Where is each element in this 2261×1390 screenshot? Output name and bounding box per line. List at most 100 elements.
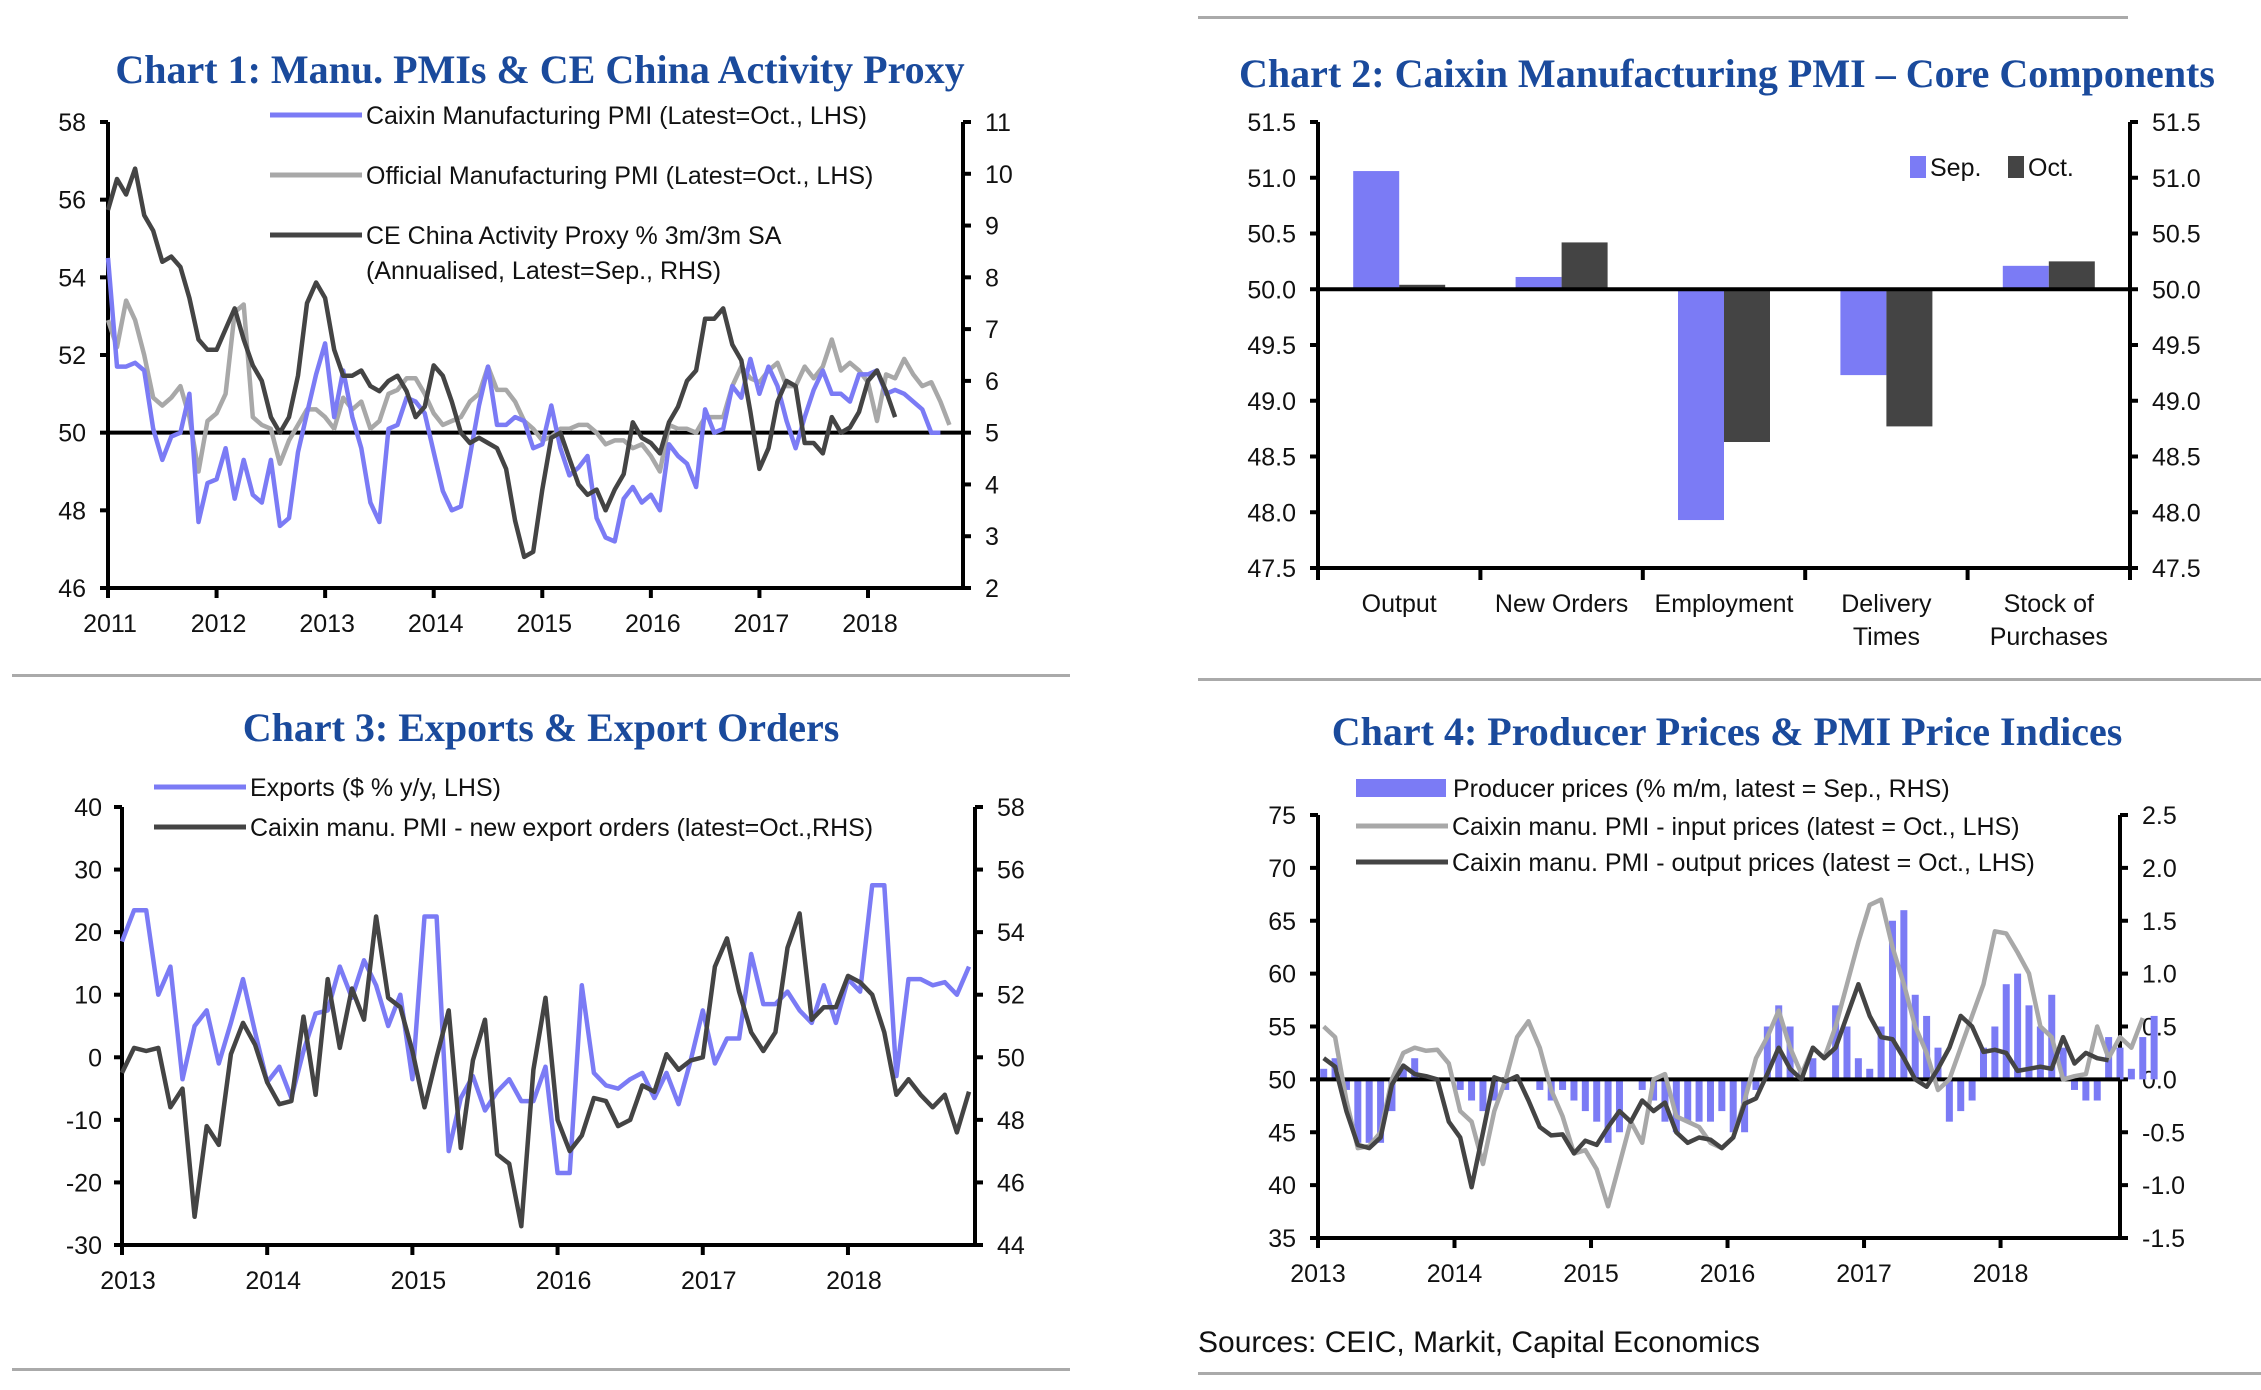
chart4-bar-producer-prices <box>2036 1026 2044 1080</box>
chart1-left-tick-label: 54 <box>58 264 86 292</box>
chart2-left-tick-label: 49.0 <box>1247 388 1296 416</box>
chart2-left-tick-label: 51.0 <box>1247 165 1296 193</box>
chart3-x-tick-label: 2014 <box>245 1267 301 1295</box>
chart2-legend-oct-swatch <box>2008 156 2024 178</box>
chart4-left-tick-label: 35 <box>1268 1225 1296 1253</box>
chart3-left-tick-label: 20 <box>74 919 102 947</box>
chart4-x-tick-label: 2017 <box>1836 1260 1892 1288</box>
chart4-bar-producer-prices <box>1934 1047 1942 1080</box>
chart3-right-tick-label: 56 <box>997 857 1025 885</box>
chart3-legend-exports-label: Exports ($ % y/y, LHS) <box>250 774 501 802</box>
chart2-right-tick-label: 50.5 <box>2152 221 2201 249</box>
chart2-right-tick-label: 51.0 <box>2152 165 2201 193</box>
chart4-x-tick-label: 2016 <box>1700 1260 1756 1288</box>
chart4-legend-input-prices-label: Caixin manu. PMI - input prices (latest … <box>1452 813 2020 841</box>
chart2-category-label: Employment <box>1655 590 1794 618</box>
chart4-left-tick-label: 65 <box>1268 908 1296 936</box>
chart4-bar-producer-prices <box>1706 1079 1714 1122</box>
chart3-left-tick-label: 40 <box>74 794 102 822</box>
chart4-left-tick-label: 40 <box>1268 1172 1296 1200</box>
chart4-bar-producer-prices <box>1729 1079 1737 1133</box>
chart4-right-tick-label: 0.5 <box>2142 1014 2177 1042</box>
chart2-category-label: Output <box>1362 590 1437 618</box>
chart2-right-tick-label: 50.0 <box>2152 276 2201 304</box>
chart2-bar-sep-stock-of-purchases <box>2002 265 2049 290</box>
chart2-title: Chart 2: Caixin Manufacturing PMI – Core… <box>1239 51 2215 96</box>
chart2-category-label: New Orders <box>1495 590 1628 618</box>
chart4-bar-producer-prices <box>1411 1058 1419 1080</box>
chart1-x-tick-label: 2013 <box>299 610 355 638</box>
chart4-bar-producer-prices <box>1593 1079 1601 1122</box>
chart4-bar-producer-prices <box>1559 1079 1567 1090</box>
chart1-x-tick-label: 2011 <box>83 610 137 638</box>
chart1-legend-official-label: Official Manufacturing PMI (Latest=Oct.,… <box>366 162 873 190</box>
chart4-right-tick-label: 0.0 <box>2142 1066 2177 1094</box>
chart4-right-tick-label: -0.5 <box>2142 1119 2185 1147</box>
chart1-left-tick-label: 48 <box>58 497 86 525</box>
chart1-left-tick-label: 58 <box>58 109 86 137</box>
chart4-bar-producer-prices <box>1979 1047 1987 1080</box>
chart4-legend-output-prices-label: Caixin manu. PMI - output prices (latest… <box>1452 849 2035 877</box>
chart2-right-tick-label: 47.5 <box>2152 555 2201 583</box>
chart3-left-tick-label: 30 <box>74 857 102 885</box>
chart4-bar-producer-prices <box>1763 1026 1771 1080</box>
separator-mid-left <box>12 674 1070 677</box>
chart1-series-caixin-pmi <box>105 257 941 544</box>
chart1-x-tick-label: 2017 <box>734 610 790 638</box>
chart2-bar-sep-employment <box>1678 289 1724 521</box>
chart2-bar-sep-new-orders <box>1515 276 1562 290</box>
chart4-right-tick-label: 1.0 <box>2142 961 2177 989</box>
chart2-left-tick-label: 49.5 <box>1247 332 1296 360</box>
chart2-right-tick-label: 48.0 <box>2152 499 2201 527</box>
chart3-series-exports <box>119 882 972 1176</box>
chart4-bar-producer-prices <box>1877 1026 1885 1080</box>
chart2-left-tick-label: 51.5 <box>1247 109 1296 137</box>
chart4-bar-producer-prices <box>2014 973 2022 1080</box>
chart3-right-tick-label: 58 <box>997 794 1025 822</box>
chart4-bar-producer-prices <box>1615 1079 1623 1133</box>
separator-mid-right <box>1198 678 2261 681</box>
chart3-title: Chart 3: Exports & Export Orders <box>242 705 840 750</box>
chart4-bar-producer-prices <box>1718 1079 1726 1112</box>
chart4-bar-producer-prices <box>1581 1079 1589 1112</box>
chart4-right-tick-label: 2.0 <box>2142 855 2177 883</box>
chart1-x-tick-label: 2012 <box>191 610 247 638</box>
chart4-bar-producer-prices <box>1377 1079 1385 1143</box>
chart4-bar-producer-prices <box>1365 1079 1373 1143</box>
chart1-right-tick-label: 10 <box>985 161 1013 189</box>
chart4-x-tick-label: 2013 <box>1290 1260 1346 1288</box>
chart1-left-tick-label: 52 <box>58 342 86 370</box>
chart1-title: Chart 1: Manu. PMIs & CE China Activity … <box>115 47 965 92</box>
chart4-bar-producer-prices <box>1672 1079 1680 1133</box>
separator-top-right <box>1198 16 2128 19</box>
chart3-series-new-export-orders <box>119 911 972 1229</box>
chart4-bar-producer-prices <box>2002 984 2010 1080</box>
chart4-bar-producer-prices <box>1911 994 1919 1080</box>
chart4-bar-producer-prices <box>1468 1079 1476 1101</box>
chart1-right-tick-label: 7 <box>985 316 999 344</box>
chart4-bar-producer-prices <box>1490 1079 1498 1101</box>
chart4-title: Chart 4: Producer Prices & PMI Price Ind… <box>1331 709 2123 754</box>
chart4-bar-producer-prices <box>1957 1079 1965 1112</box>
chart1-x-tick-label: 2018 <box>842 610 898 638</box>
chart4-bar-producer-prices <box>1888 920 1896 1080</box>
chart1-right-tick-label: 2 <box>985 575 999 603</box>
chart1-right-tick-label: 11 <box>985 109 1011 137</box>
chart4-bar-producer-prices <box>1945 1079 1953 1122</box>
chart2-bar-oct-delivery-times <box>1886 289 1933 427</box>
chart4-left-tick-label: 60 <box>1268 961 1296 989</box>
chart4-x-tick-label: 2015 <box>1563 1260 1619 1288</box>
chart4-left-tick-label: 70 <box>1268 855 1296 883</box>
chart4-bar-producer-prices <box>1752 1079 1760 1090</box>
chart4-bar-producer-prices <box>2082 1079 2090 1101</box>
chart4-bar-producer-prices <box>2059 1047 2067 1080</box>
chart4-bar-producer-prices <box>1854 1058 1862 1080</box>
chart4-bar-producer-prices <box>2150 1015 2158 1080</box>
chart1-right-tick-label: 4 <box>985 471 999 499</box>
chart2-category-label: Times <box>1853 623 1920 651</box>
chart4-bar-producer-prices <box>1695 1079 1703 1122</box>
chart4-legend-producer-prices-swatch <box>1356 779 1446 797</box>
chart4-bar-producer-prices <box>1570 1079 1578 1101</box>
chart2-legend-sep-swatch <box>1910 156 1926 178</box>
